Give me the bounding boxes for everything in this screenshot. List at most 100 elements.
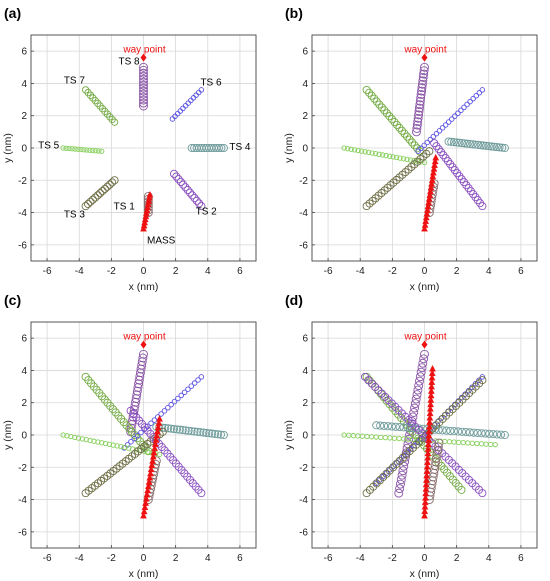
y-tick-label: 4 [302,366,308,377]
track-marker [178,426,187,435]
track-marker [126,423,136,433]
track-marker [395,423,404,432]
track-marker [211,429,220,438]
track-group [341,62,509,232]
mass-marker [146,473,154,481]
x-tick-label: 4 [486,266,492,277]
track-marker [96,148,102,154]
track-ts4 [187,143,228,153]
mass-marker [428,373,436,381]
x-tick-label: 6 [518,553,524,564]
track-marker [417,86,426,96]
mass-marker [423,209,431,217]
y-tick-label: -4 [18,208,27,219]
waypoint-marker [421,53,428,62]
track-marker [135,371,145,381]
track-marker [398,466,408,476]
track-marker [403,423,412,432]
track-marker [341,145,347,151]
track-marker [418,73,428,82]
track-marker [410,399,420,408]
track-marker [133,383,143,392]
track-marker [66,145,72,152]
track-marker [135,368,145,378]
track-marker [128,412,138,422]
mass-marker [422,485,430,492]
y-tick-label: -6 [299,240,308,251]
track-marker [422,149,431,158]
track-marker [484,142,493,151]
y-tick-label: 0 [302,431,308,442]
track-marker [467,98,473,105]
track-marker [196,428,205,437]
track-marker [404,156,410,163]
mass-marker [424,449,432,457]
mass-marker [140,507,148,515]
mass-marker [424,454,432,461]
track-mass [421,364,436,519]
mass-marker [425,440,432,448]
y-tick-label: 0 [21,144,27,155]
track-marker [139,83,148,93]
mass-marker [147,469,154,477]
mass-marker [422,213,430,221]
track-marker [413,385,423,395]
y-tick-label: -4 [299,208,308,219]
track-marker [93,148,99,154]
track-marker [370,94,379,103]
y-tick-label: -2 [299,176,308,187]
mass-marker [141,503,149,511]
waypoint-label: way point [403,332,446,343]
track-marker [169,169,179,178]
track-ts3 [81,176,119,211]
track-marker [407,423,416,433]
track-marker [187,427,196,436]
track-marker [368,196,377,205]
track-marker [192,143,201,153]
track-marker [93,191,102,200]
track-marker [171,398,178,405]
track-marker [393,154,400,161]
track-marker [144,423,151,430]
track-marker [482,141,491,150]
mass-marker [421,221,429,228]
track-marker [175,425,184,434]
x-axis-label: x (nm) [410,568,440,580]
track-marker [380,421,389,430]
track-marker [414,381,424,391]
mass-marker [422,217,430,224]
track-marker [412,120,422,130]
track-ts6 [169,87,205,122]
track-marker [450,427,459,436]
mass-marker [426,418,434,425]
track-ts7 [81,86,119,126]
panel-title: (b) [285,5,303,21]
track-marker [138,353,148,363]
track-marker [418,358,428,368]
track-marker [457,139,467,148]
track-ts5 [60,432,163,458]
y-axis-label: y (nm) [2,420,14,450]
track-marker [442,122,449,128]
chart-panel-c: (c) -6 -6 -4 -4 -2 -2 0 0 2 2 4 4 6 6 x (nm) y (nm) way p… [2,292,257,580]
track-marker [128,438,134,445]
track-ts3 [362,376,487,498]
x-tick-label: 4 [205,266,211,277]
track-marker [414,110,424,120]
track-marker [129,405,139,415]
panel-title: (c) [4,292,21,308]
track-marker [412,127,421,137]
track-marker [139,62,148,72]
track-marker [383,152,389,159]
ts-annotation: TS 7 [64,76,86,87]
track-marker [183,185,192,195]
mass-marker [423,471,431,479]
track-marker [103,182,112,191]
track-ts8 [139,62,148,111]
mass-marker [428,180,435,187]
track-marker [392,175,401,185]
track-marker [81,202,90,211]
y-axis-label: y (nm) [283,420,295,450]
